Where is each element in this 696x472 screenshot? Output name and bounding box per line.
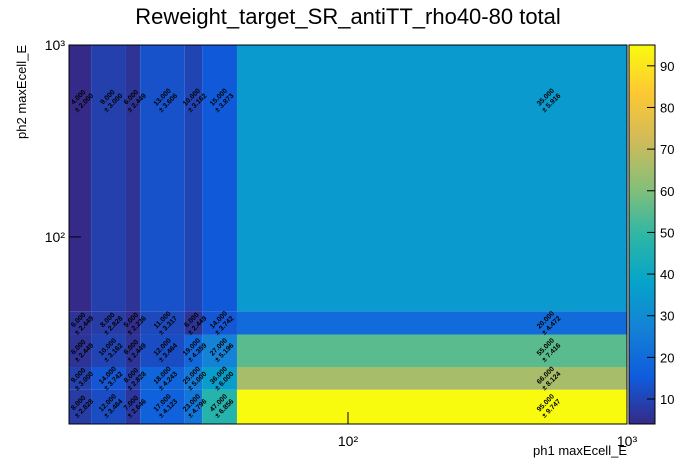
cell	[91, 311, 126, 335]
cell	[184, 367, 203, 390]
z-tick-label: 20	[660, 350, 674, 365]
x-tick-label: 10²	[338, 433, 359, 449]
z-tick-label: 50	[660, 225, 674, 240]
cell	[236, 334, 627, 368]
cell	[125, 311, 141, 335]
cell	[140, 45, 185, 312]
cell	[184, 311, 203, 335]
cell	[236, 389, 627, 424]
cell	[184, 45, 203, 312]
cell	[69, 45, 92, 312]
cell	[140, 311, 185, 335]
y-tick-label: 10²	[45, 229, 66, 245]
cell	[202, 389, 237, 424]
z-tick-label: 40	[660, 267, 674, 282]
cell	[202, 311, 237, 335]
y-tick-label: 10³	[45, 37, 66, 53]
cell	[184, 334, 203, 368]
cell	[140, 334, 185, 368]
cell	[236, 311, 627, 335]
z-tick-label: 10	[660, 392, 674, 407]
z-tick-label: 90	[660, 59, 674, 74]
x-axis-label: ph1 maxEcell_E	[533, 443, 627, 458]
cell	[69, 367, 92, 390]
cell	[91, 389, 126, 424]
cell	[125, 45, 141, 312]
cell	[91, 367, 126, 390]
cell	[140, 389, 185, 424]
cell	[236, 45, 627, 312]
z-tick-label: 70	[660, 142, 674, 157]
cell	[91, 45, 126, 312]
cell	[125, 389, 141, 424]
cell	[202, 367, 237, 390]
cell	[202, 45, 237, 312]
x-tick-label: 10³	[617, 433, 638, 449]
chart-title: Reweight_target_SR_antiTT_rho40-80 total	[135, 4, 561, 29]
z-tick-label: 30	[660, 309, 674, 324]
cell	[125, 367, 141, 390]
cell	[184, 389, 203, 424]
colorbar	[628, 44, 656, 425]
cell	[69, 389, 92, 424]
cell	[140, 367, 185, 390]
cell	[236, 367, 627, 390]
z-tick-label: 80	[660, 100, 674, 115]
y-axis-label: ph2 maxEcell_E	[14, 45, 29, 139]
cell	[91, 334, 126, 368]
cell	[69, 334, 92, 368]
z-tick-label: 60	[660, 184, 674, 199]
cell	[69, 311, 92, 335]
cell	[202, 334, 237, 368]
cell	[125, 334, 141, 368]
